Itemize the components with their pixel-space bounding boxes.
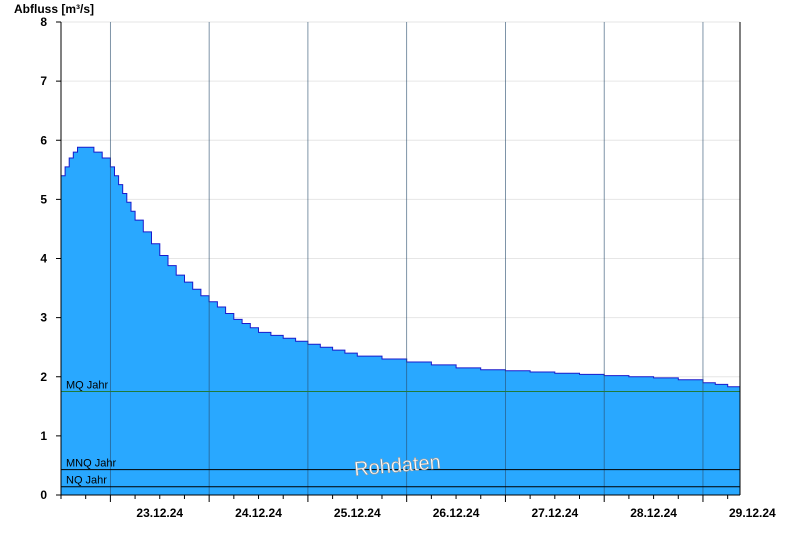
x-tick-label: 25.12.24: [334, 506, 381, 520]
area-fill: [61, 147, 740, 496]
x-tick-label: 29.12.24: [729, 506, 776, 520]
x-tick-label: 23.12.24: [136, 506, 183, 520]
x-tick-label: 24.12.24: [235, 506, 282, 520]
y-axis-title: Abfluss [m³/s]: [14, 2, 94, 16]
day-divider-layer: [109, 22, 704, 495]
y-tick-label: 8: [40, 15, 47, 29]
area-layer: [61, 146, 741, 496]
reference-lines-layer: MQ Jahr MNQ Jahr NQ Jahr: [61, 380, 740, 488]
x-tick-label: 28.12.24: [630, 506, 677, 520]
y-tick-label: 5: [40, 192, 47, 206]
y-tick-label: 2: [40, 370, 47, 384]
y-tick-label: 4: [40, 252, 47, 266]
x-tick-label: 26.12.24: [433, 506, 480, 520]
y-tick-label: 6: [40, 133, 47, 147]
x-tick-label: 27.12.24: [531, 506, 578, 520]
reference-line-label: NQ Jahr: [66, 475, 107, 487]
y-tick-label: 3: [40, 311, 47, 325]
reference-line-label: MQ Jahr: [66, 380, 109, 392]
reference-line-label: MNQ Jahr: [66, 458, 116, 470]
series-line: [61, 146, 741, 389]
y-tick-label: 1: [40, 429, 47, 443]
y-tick-label: 0: [40, 488, 47, 502]
axes-layer: 0 1 2 3 4 5 6 7 8 23.12.24 24.12.24 25.12.24 26.12.2…: [40, 15, 776, 520]
y-tick-label: 7: [40, 74, 47, 88]
